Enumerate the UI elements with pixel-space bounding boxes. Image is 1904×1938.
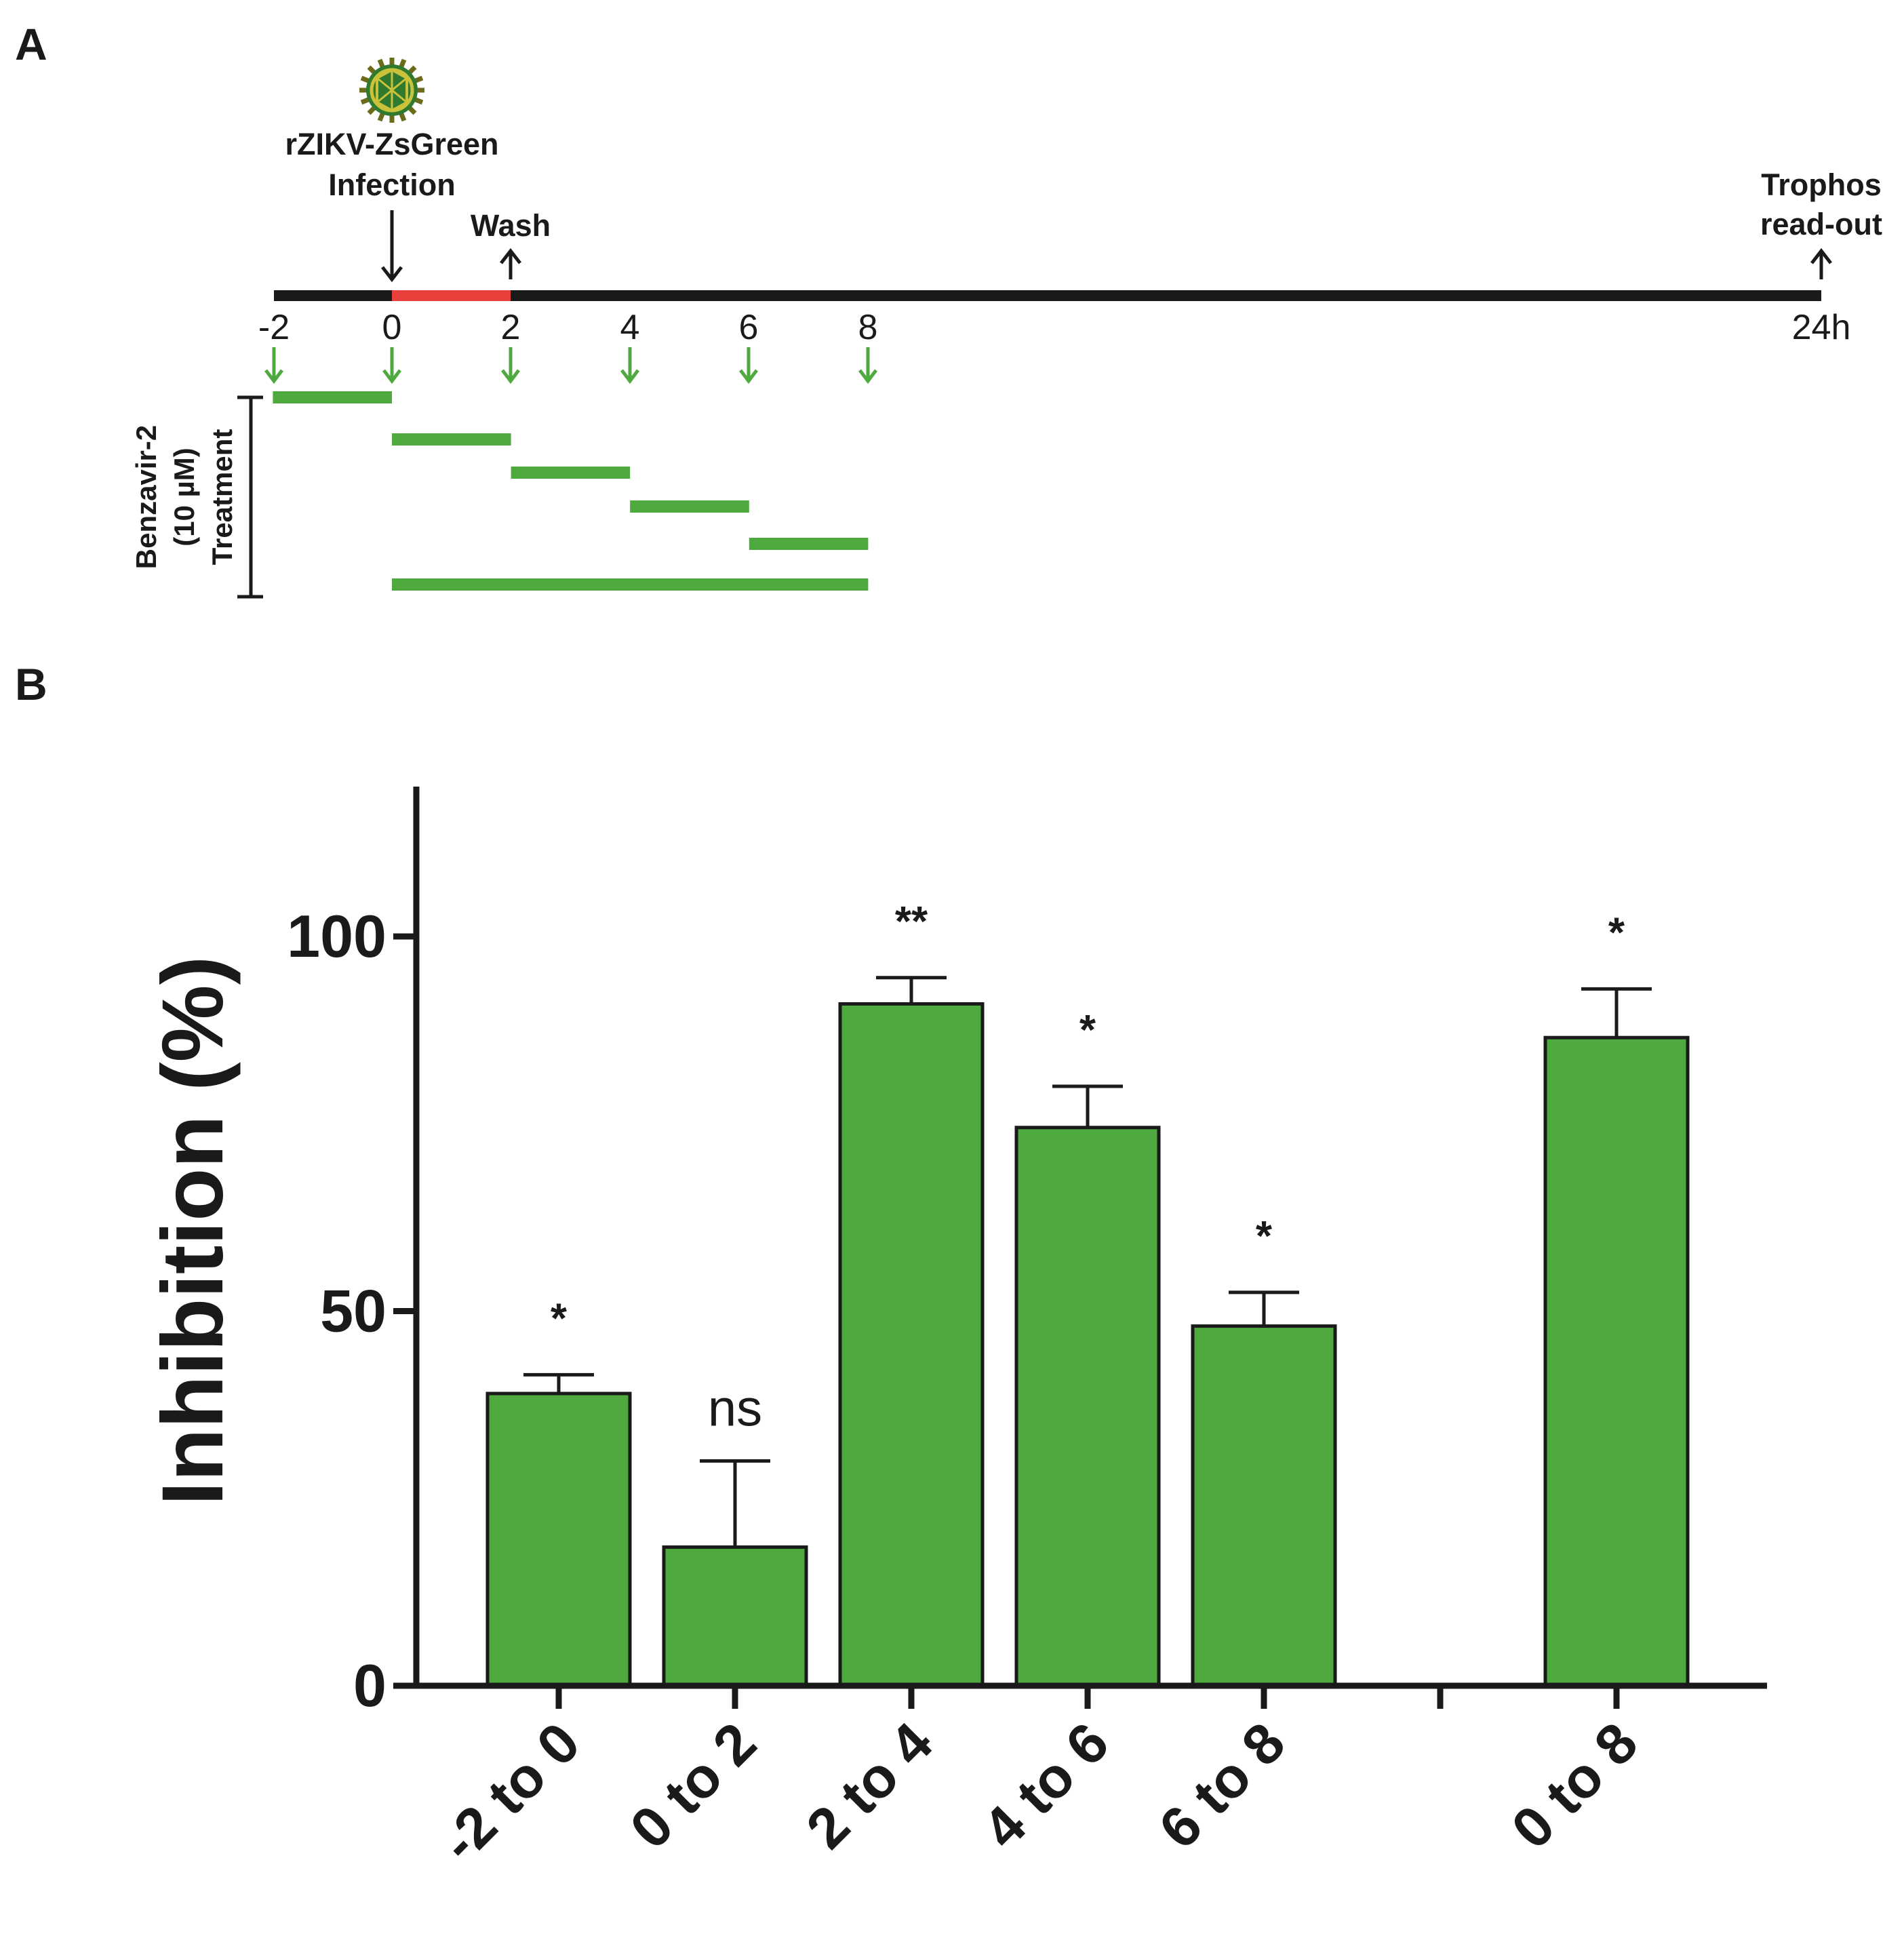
timeline-tick: -2 bbox=[258, 308, 290, 347]
bar bbox=[662, 1545, 808, 1688]
green-down-arrow-icon bbox=[501, 347, 520, 384]
significance-label: * bbox=[1608, 909, 1625, 956]
y-tick-label: 0 bbox=[353, 1652, 386, 1719]
significance-label: * bbox=[1079, 1007, 1096, 1054]
timeline-tick-labels: -2 0 2 4 6 8 24h bbox=[258, 308, 1851, 347]
treatment-label-line2: (10 µM) bbox=[168, 448, 200, 547]
significance-label: * bbox=[551, 1295, 568, 1342]
treatment-label-line1: Benzavir-2 bbox=[130, 425, 162, 569]
y-axis: 0 50 100 bbox=[287, 787, 420, 1719]
x-tick-label: 6 to 8 bbox=[1147, 1710, 1297, 1861]
treatment-windows bbox=[273, 391, 869, 591]
wash-arrow-icon bbox=[500, 248, 521, 279]
bar bbox=[1191, 1324, 1337, 1688]
panel-a: A rZIKV-ZsGreen Infection Wash Trophos r… bbox=[15, 19, 1882, 599]
bar bbox=[1543, 1035, 1690, 1688]
timeline-tick: 24h bbox=[1792, 308, 1851, 347]
timeline-tick: 6 bbox=[739, 308, 759, 347]
significance-label: ** bbox=[895, 898, 928, 945]
infection-label-line2: Infection bbox=[328, 167, 456, 202]
readout-arrow-icon bbox=[1810, 248, 1832, 279]
treatment-bracket bbox=[237, 395, 263, 599]
significance-label: * bbox=[1256, 1213, 1273, 1260]
readout-label-line2: read-out bbox=[1760, 207, 1882, 241]
green-down-arrow-icon bbox=[739, 347, 758, 384]
y-tick-label: 50 bbox=[320, 1278, 386, 1345]
bar bbox=[838, 1002, 985, 1688]
x-tick-label: -2 to 0 bbox=[428, 1710, 591, 1874]
timeline-tick: 4 bbox=[620, 308, 640, 347]
panel-a-label: A bbox=[15, 19, 47, 69]
x-tick-label: 2 to 4 bbox=[794, 1710, 945, 1861]
wash-label: Wash bbox=[471, 208, 551, 243]
virus-particle-icon bbox=[359, 58, 424, 123]
treatment-label-line3: Treatment bbox=[206, 429, 238, 566]
bar-series: *ns***** bbox=[485, 898, 1690, 1688]
green-down-arrow-icon bbox=[858, 347, 877, 384]
green-down-arrow-icon bbox=[620, 347, 639, 384]
significance-label: ns bbox=[708, 1380, 762, 1438]
x-tick-label: 4 to 6 bbox=[970, 1710, 1121, 1861]
infection-arrow-icon bbox=[381, 210, 403, 283]
x-tick-label: 0 to 2 bbox=[618, 1710, 768, 1861]
x-tick-label: 0 to 8 bbox=[1499, 1710, 1650, 1861]
treatment-start-arrows bbox=[264, 347, 877, 384]
timeline-tick: 0 bbox=[382, 308, 402, 347]
readout-label-line1: Trophos bbox=[1761, 167, 1882, 202]
y-axis-label: Inhibition (%) bbox=[144, 956, 241, 1505]
timeline-tick: 8 bbox=[858, 308, 878, 347]
infection-label-line1: rZIKV-ZsGreen bbox=[285, 127, 498, 161]
panel-b-label: B bbox=[15, 659, 47, 709]
treatment-label: Benzavir-2 (10 µM) Treatment bbox=[130, 425, 238, 569]
bar bbox=[1014, 1126, 1161, 1688]
bar bbox=[485, 1391, 632, 1688]
green-down-arrow-icon bbox=[264, 347, 283, 384]
y-tick-label: 100 bbox=[287, 903, 386, 970]
timeline-tick: 2 bbox=[501, 308, 521, 347]
green-down-arrow-icon bbox=[382, 347, 401, 384]
